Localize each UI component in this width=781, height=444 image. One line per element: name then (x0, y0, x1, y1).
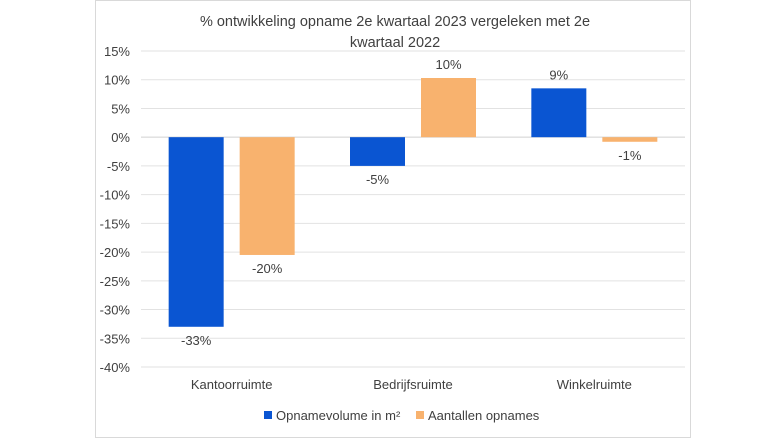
bar-aantallen (602, 137, 658, 142)
y-tick-label: -25% (100, 274, 131, 289)
y-tick-label: -40% (100, 360, 131, 375)
bar-aantallen (421, 78, 476, 138)
y-tick-label: 10% (104, 73, 130, 88)
legend-swatch (264, 411, 272, 419)
chart-title-line-1: % ontwikkeling opname 2e kwartaal 2023 v… (200, 14, 590, 30)
data-label: -5% (366, 172, 390, 187)
data-label: -33% (181, 333, 212, 348)
x-tick-label: Kantoorruimte (191, 377, 273, 392)
bar-opnamevolume (168, 137, 224, 327)
bar-opnamevolume (350, 137, 405, 166)
legend-item-opnamevolume: Opnamevolume in m² (276, 408, 401, 423)
y-tick-label: 5% (111, 101, 130, 116)
chart-title-line-2: kwartaal 2022 (350, 35, 440, 51)
legend-swatch (416, 411, 424, 419)
y-tick-label: -15% (100, 216, 131, 231)
legend: Opnamevolume in m² Aantallen opnames (264, 408, 540, 423)
y-tick-label: -20% (100, 245, 131, 260)
data-label: 10% (435, 57, 461, 72)
data-label: 9% (549, 67, 568, 82)
x-tick-label: Winkelruimte (557, 377, 632, 392)
x-tick-label: Bedrijfsruimte (373, 377, 452, 392)
y-tick-label: 15% (104, 44, 130, 59)
bar-aantallen (239, 137, 295, 255)
bar-opnamevolume (531, 88, 587, 138)
data-label: -1% (618, 148, 642, 163)
data-label: -20% (252, 261, 283, 276)
y-tick-label: -35% (100, 331, 131, 346)
legend-item-aantallen: Aantallen opnames (428, 408, 540, 423)
y-tick-label: 0% (111, 130, 130, 145)
y-tick-label: -10% (100, 188, 131, 203)
y-tick-label: -30% (100, 303, 131, 318)
y-tick-label: -5% (107, 159, 131, 174)
